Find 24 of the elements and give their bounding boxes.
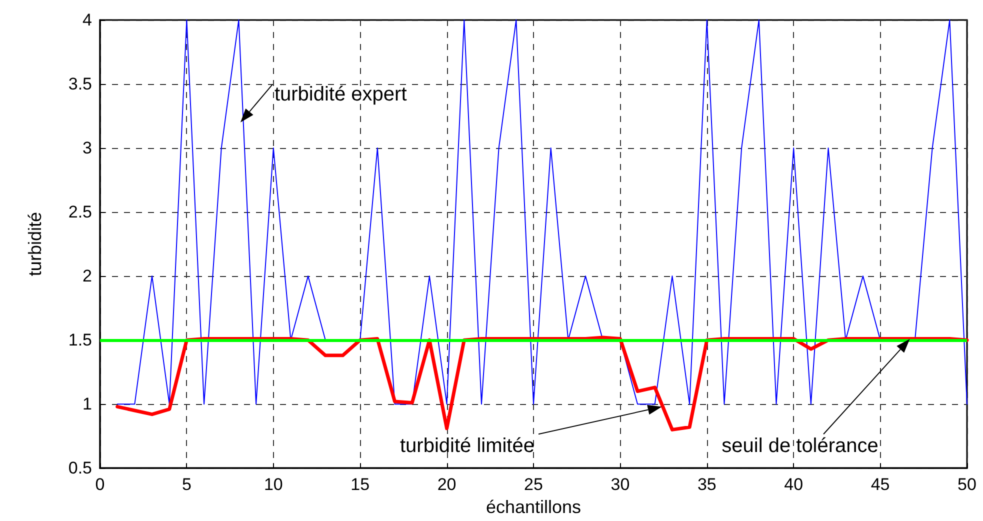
x-tick-label: 45: [870, 475, 890, 494]
y-tick-label: 1: [82, 394, 92, 414]
annotation: turbidité limitée: [400, 435, 534, 458]
x-tick-label: 30: [610, 475, 630, 494]
y-tick-label: 1.5: [68, 330, 92, 350]
x-tick-label: 0: [95, 475, 105, 494]
x-tick-label: 20: [437, 475, 456, 494]
x-tick-label: 5: [182, 475, 192, 494]
y-tick-label: 2.5: [68, 202, 92, 222]
y-tick-label: 2: [82, 266, 92, 286]
annotation: turbidité expert: [274, 83, 408, 106]
x-tick-label: 10: [264, 475, 283, 494]
y-tick-label: 3.5: [68, 74, 92, 94]
y-tick-label: 0.5: [68, 458, 92, 478]
x-axis-title: échantillons: [486, 497, 582, 517]
x-tick-label: 40: [784, 475, 804, 494]
y-tick-label: 3: [82, 138, 92, 158]
x-tick-label: 25: [524, 475, 543, 494]
y-axis-title: turbidité: [25, 212, 45, 276]
annotation: seuil de tolérance: [722, 435, 878, 458]
x-tick-label: 50: [958, 475, 976, 494]
y-tick-label: 4: [82, 10, 92, 30]
x-tick-label: 15: [350, 475, 370, 494]
x-tick-label: 35: [697, 475, 716, 494]
